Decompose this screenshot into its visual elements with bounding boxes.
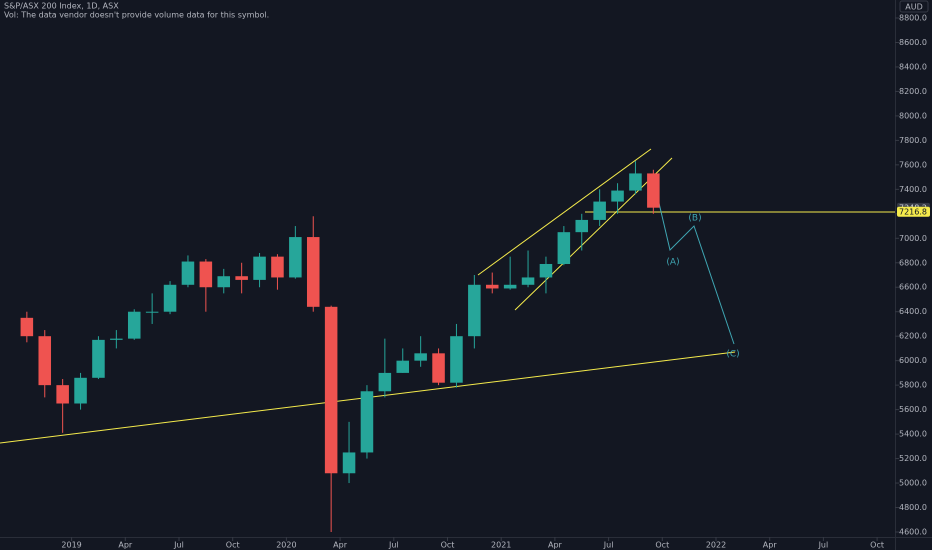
currency-box bbox=[899, 0, 929, 13]
y-tick-label: 7800.0 bbox=[899, 136, 927, 145]
price-tag bbox=[897, 206, 930, 217]
y-tick-label: 7400.0 bbox=[899, 185, 927, 194]
y-tick-label: 6000.0 bbox=[899, 356, 927, 365]
y-tick-label: 5400.0 bbox=[899, 430, 927, 439]
x-tick-label: Oct bbox=[870, 541, 884, 550]
x-tick-label: Jul bbox=[603, 541, 614, 550]
x-tick-label: Apr bbox=[118, 541, 133, 550]
y-tick-label: 8200.0 bbox=[899, 87, 927, 96]
channel-line bbox=[514, 157, 673, 311]
y-tick-label: 5200.0 bbox=[899, 454, 927, 463]
candle-body bbox=[432, 353, 445, 383]
currency: AUD bbox=[905, 3, 923, 12]
candle-body bbox=[521, 277, 535, 285]
y-tick-label: 8600.0 bbox=[899, 38, 927, 47]
candle-body bbox=[360, 391, 374, 453]
candle-body bbox=[92, 339, 105, 378]
candle-body bbox=[163, 284, 177, 312]
candle-body bbox=[414, 353, 427, 361]
chart-title: S&P/ASX 200 Index, 1D, ASX bbox=[4, 2, 119, 11]
candle-body bbox=[378, 372, 392, 392]
candle-body bbox=[324, 306, 338, 474]
x-tick-label: Oct bbox=[441, 541, 455, 550]
chart-subtitle: Vol: The data vendor doesn't provide vol… bbox=[4, 11, 269, 20]
candle-body bbox=[306, 237, 320, 307]
candle-body bbox=[253, 256, 266, 280]
candle-body bbox=[557, 232, 571, 264]
candle-body bbox=[396, 360, 410, 373]
candle-body bbox=[38, 336, 52, 386]
y-tick-label: 8000.0 bbox=[899, 111, 927, 120]
y-tick-label: 6200.0 bbox=[899, 332, 927, 341]
y-tick-label: 7600.0 bbox=[899, 160, 927, 169]
x-tick-label: Oct bbox=[226, 541, 240, 550]
candle-body bbox=[181, 261, 195, 285]
x-tick-label: Jul bbox=[818, 541, 829, 550]
price-tag-label: 7216.8 bbox=[899, 207, 927, 216]
x-tick-label: Jul bbox=[173, 541, 184, 550]
candle-body bbox=[74, 377, 87, 404]
candle-body bbox=[342, 452, 356, 474]
candle-body bbox=[503, 284, 517, 289]
y-tick-label: 5000.0 bbox=[899, 479, 927, 488]
x-tick-label: Apr bbox=[333, 541, 348, 550]
y-tick-label: 6600.0 bbox=[899, 283, 927, 292]
x-tick-label: 2021 bbox=[491, 541, 511, 550]
candle-body bbox=[289, 237, 302, 278]
wave-label: (A) bbox=[666, 258, 679, 268]
x-tick-label: 2020 bbox=[276, 541, 296, 550]
candle-body bbox=[485, 284, 499, 289]
projection-path bbox=[654, 185, 735, 345]
y-tick-label: 8400.0 bbox=[899, 62, 927, 71]
channel-line bbox=[477, 148, 652, 276]
candle-body bbox=[56, 385, 69, 404]
y-tick-label: 8800.0 bbox=[899, 14, 927, 23]
x-tick-label: 2022 bbox=[706, 541, 726, 550]
candle-body bbox=[20, 317, 34, 337]
y-tick-label: 7000.0 bbox=[899, 234, 927, 243]
wave-label: (B) bbox=[688, 214, 701, 224]
x-tick-label: Jul bbox=[388, 541, 399, 550]
x-tick-label: 2019 bbox=[61, 541, 81, 550]
candle-body bbox=[611, 190, 624, 202]
x-tick-label: Apr bbox=[763, 541, 778, 550]
y-tick-label: 4600.0 bbox=[899, 528, 927, 537]
candle-body bbox=[145, 311, 159, 313]
y-tick-label: 6800.0 bbox=[899, 258, 927, 267]
candle-body bbox=[450, 336, 463, 383]
candle-body bbox=[629, 173, 642, 191]
candle-body bbox=[199, 261, 213, 288]
x-tick-label: Apr bbox=[548, 541, 563, 550]
y-tick-label: 6400.0 bbox=[899, 307, 927, 316]
candle-body bbox=[575, 219, 589, 233]
y-tick-label: 4800.0 bbox=[899, 503, 927, 512]
candle-body bbox=[271, 256, 284, 278]
candle-body bbox=[593, 201, 606, 220]
x-tick-label: Oct bbox=[655, 541, 669, 550]
candle-body bbox=[468, 284, 481, 337]
candle-body bbox=[217, 276, 231, 288]
wave-label: (C) bbox=[726, 350, 739, 360]
y-tick-label: 5800.0 bbox=[899, 381, 927, 390]
candle-body bbox=[647, 173, 660, 208]
candle-body bbox=[127, 311, 141, 339]
candle-body bbox=[539, 263, 553, 278]
y-tick-label: 5600.0 bbox=[899, 405, 927, 414]
candle-body bbox=[235, 276, 248, 280]
candle-body bbox=[110, 338, 123, 340]
